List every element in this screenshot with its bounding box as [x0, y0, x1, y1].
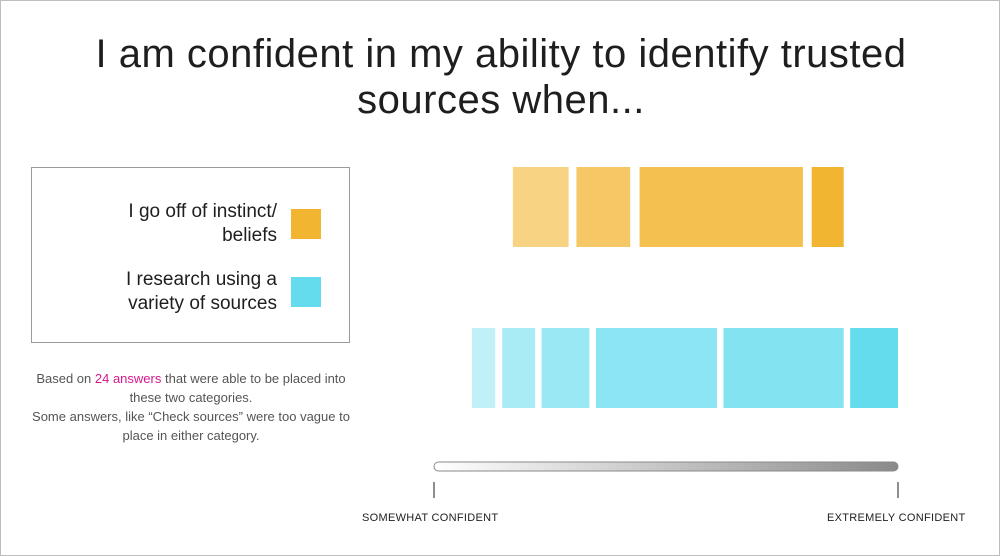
footnote-prefix: Based on [36, 371, 95, 386]
legend-swatch-research [291, 277, 321, 307]
legend-item-research: I research using a variety of sources [77, 268, 321, 316]
legend-label-instinct: I go off of instinct/ beliefs [128, 201, 277, 246]
bar-segment-research-4 [595, 328, 717, 408]
scale-label-left: SOMEWHAT CONFIDENT [362, 512, 499, 524]
bar-segment-research-2 [502, 328, 536, 408]
bar-segment-instinct-1 [512, 167, 569, 247]
bar-segment-research-3 [541, 328, 590, 408]
bar-segment-instinct-2 [576, 167, 631, 247]
legend: I go off of instinct/ beliefs I research… [31, 167, 350, 343]
scale-label-right: EXTREMELY CONFIDENT [827, 512, 966, 524]
bar-segment-instinct-4 [811, 167, 844, 247]
footnote-highlight: 24 answers [94, 371, 162, 386]
legend-label-research: I research using a variety of sources [125, 269, 277, 314]
confidence-scale-bar [433, 461, 899, 472]
bar-segment-research-5 [723, 328, 844, 408]
legend-item-instinct: I go off of instinct/ beliefs [77, 200, 321, 248]
bar-segment-research-1 [472, 328, 496, 408]
bar-segment-research-6 [850, 328, 898, 408]
bar-segment-instinct-3 [639, 167, 803, 247]
footnote: Based on 24 answers that were able to be… [31, 369, 351, 445]
bars-group [472, 167, 898, 408]
footnote-rest: that were able to be placed into these t… [129, 371, 346, 405]
legend-swatch-instinct [291, 209, 321, 239]
footnote-line2: Some answers, like “Check sources” were … [32, 409, 350, 443]
chart-title: I am confident in my ability to identify… [95, 32, 907, 122]
